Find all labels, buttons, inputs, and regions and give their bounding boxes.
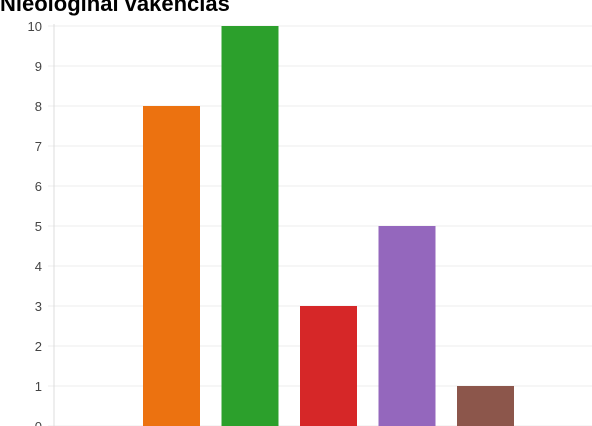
bar — [221, 26, 279, 426]
y-tick-label: 7 — [35, 139, 42, 154]
bar — [457, 386, 514, 426]
bar — [143, 106, 200, 426]
y-tick-label: 6 — [35, 179, 42, 194]
y-axis: 0 1 2 3 4 5 6 7 8 9 10 — [28, 19, 55, 426]
y-tick-label: 0 — [35, 419, 42, 426]
chart-title: Nieologinai vakencias — [0, 0, 230, 16]
y-tick-label: 10 — [28, 19, 42, 34]
y-tick-label: 5 — [35, 219, 42, 234]
bar — [300, 306, 357, 426]
y-tick-label: 4 — [35, 259, 42, 274]
y-tick-label: 1 — [35, 379, 42, 394]
y-tick-label: 2 — [35, 339, 42, 354]
bars — [143, 26, 514, 426]
y-tick-label: 3 — [35, 299, 42, 314]
bar — [378, 226, 436, 426]
y-tick-label: 9 — [35, 59, 42, 74]
y-tick-label: 8 — [35, 99, 42, 114]
